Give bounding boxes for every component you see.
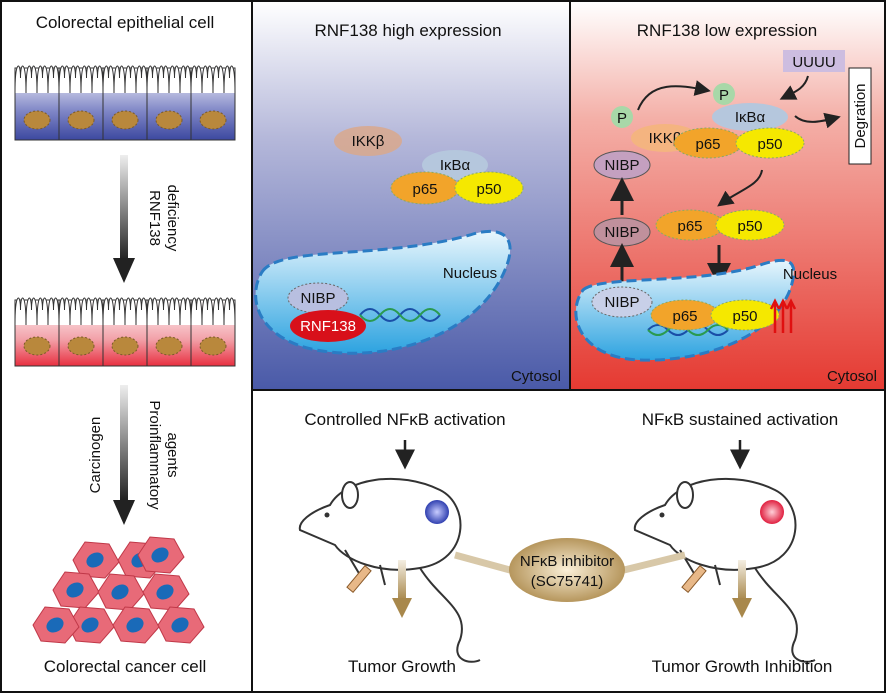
rnf138: RNF138 [300, 318, 356, 335]
cell-nucleus [155, 336, 183, 356]
cell-nucleus [111, 110, 139, 130]
ikba: IκBα [735, 109, 766, 126]
ikkb: IKKβ [649, 130, 682, 147]
nibp: NIBP [604, 294, 639, 311]
step2-line1: Carcinogen [87, 417, 104, 494]
nucleus-label: Nucleus [443, 265, 497, 282]
degradation: Degration [852, 83, 869, 148]
p50: p50 [732, 308, 757, 325]
step1-line1: RNF138 [146, 190, 163, 246]
phospho-ikba: P [719, 87, 729, 104]
low-title: RNF138 low expression [637, 21, 817, 40]
p65: p65 [677, 218, 702, 235]
p65: p65 [695, 136, 720, 153]
cell-nucleus [199, 336, 227, 356]
high-title: RNF138 high expression [314, 21, 501, 40]
mouse-left [298, 477, 481, 663]
cytosol-label: Cytosol [511, 368, 561, 385]
right-outcome: Tumor Growth Inhibition [652, 657, 833, 676]
upregulation-arrows-icon [769, 298, 797, 333]
ubiquitin: UUUU [792, 54, 835, 71]
mouse-right [633, 477, 816, 663]
tumor-blue [425, 500, 449, 524]
ikba: IκBα [440, 157, 471, 174]
p65: p65 [672, 308, 697, 325]
nibp: NIBP [604, 157, 639, 174]
nibp: NIBP [604, 224, 639, 241]
cancer-label: Colorectal cancer cell [44, 657, 207, 676]
epithelial-label: Colorectal epithelial cell [36, 13, 215, 32]
step1-line2: deficiency [164, 185, 181, 252]
right-title: NFκB sustained activation [642, 410, 839, 429]
left-panel: Colorectal epithelial cell RNF138 defici… [14, 13, 236, 676]
p65: p65 [412, 181, 437, 198]
arrow-down [120, 385, 128, 500]
arrow-down [120, 155, 128, 260]
step2-line2: Proinflammatory [146, 400, 163, 510]
cell-nucleus [111, 336, 139, 356]
cell-nucleus [23, 110, 51, 130]
tumor-red [760, 500, 784, 524]
left-outcome: Tumor Growth [348, 657, 456, 676]
cell-nucleus [67, 336, 95, 356]
p50: p50 [757, 136, 782, 153]
nibp: NIBP [300, 290, 335, 307]
low-expression-panel: RNF138 low expression UUUU P IKKβ P IκBα… [571, 2, 884, 389]
p50: p50 [476, 181, 501, 198]
nfkb-inhibitor [509, 538, 625, 602]
bottom-panel: Controlled NFκB activation NFκB sustaine… [298, 410, 839, 676]
step2-line3: agents [164, 432, 181, 477]
cell-nucleus [199, 110, 227, 130]
left-title: Controlled NFκB activation [304, 410, 505, 429]
inhibitor-line1: NFκB inhibitor [520, 553, 614, 570]
cell-nucleus [67, 110, 95, 130]
phospho-ikkb: P [617, 110, 627, 127]
nucleus-label: Nucleus [783, 266, 837, 283]
p50: p50 [737, 218, 762, 235]
cell-nucleus [155, 110, 183, 130]
inhibitor-line2: (SC75741) [531, 573, 604, 590]
high-expression-panel: RNF138 high expression IKKβ IκBα p65 p50… [253, 2, 569, 389]
cytosol-label: Cytosol [827, 368, 877, 385]
ikkb: IKKβ [352, 133, 385, 150]
cancer-cells [32, 536, 205, 644]
cell-nucleus [23, 336, 51, 356]
